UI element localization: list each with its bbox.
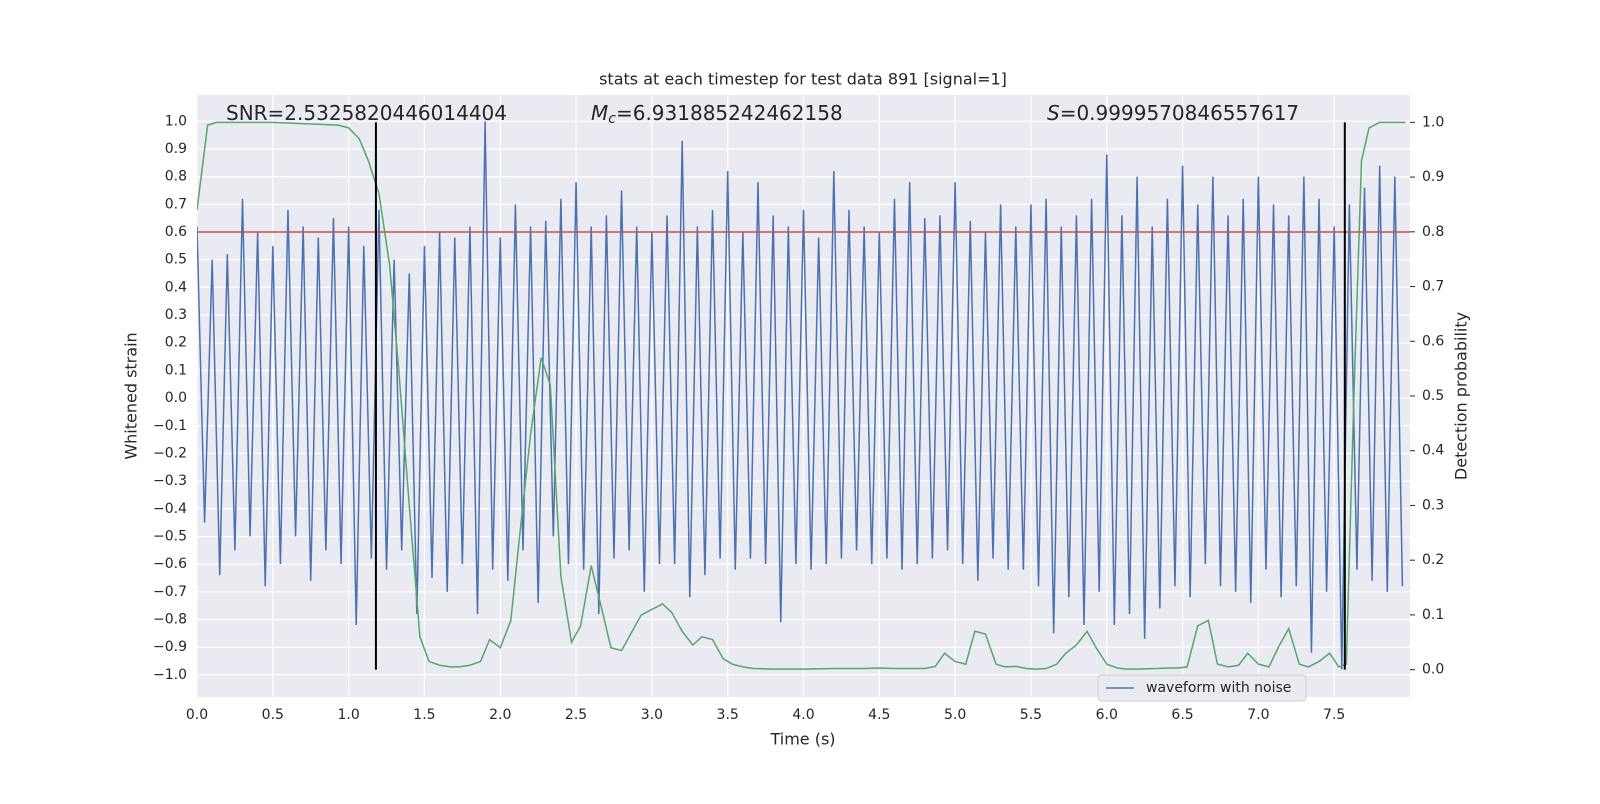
annotation-text: =0.9999570846557617: [1060, 101, 1299, 125]
y-tick-label: 0.4: [165, 279, 187, 295]
y2-tick-label: 0.3: [1422, 497, 1444, 513]
legend-box: [1097, 674, 1307, 702]
x-tick-label: 7.5: [1323, 707, 1345, 723]
x-tick-label: 4.5: [868, 707, 890, 723]
x-tick-label: 2.0: [489, 707, 511, 723]
series-line: [197, 121, 1406, 670]
legend: waveform with noise: [1097, 674, 1307, 702]
chart-title: stats at each timestep for test data 891…: [599, 70, 1007, 89]
y-tick-label: −0.4: [153, 501, 187, 517]
annotation: S=0.9999570846557617: [1047, 101, 1299, 125]
y2-tick-label: 0.7: [1422, 279, 1444, 295]
y2-tick-label: 0.8: [1422, 224, 1444, 240]
x-tick-label: 4.0: [792, 707, 814, 723]
x-axis-label: Time (s): [769, 730, 835, 749]
x-tick-label: 6.5: [1171, 707, 1193, 723]
annotation-text: SNR=2.5325820446014404: [226, 101, 507, 125]
y2-tick-label: 0.0: [1422, 662, 1444, 678]
x-tick-label: 6.0: [1096, 707, 1118, 723]
y-tick-label: −0.1: [153, 418, 187, 434]
annotation: Mc=6.931885242462158: [591, 101, 843, 128]
x-tick-label: 3.0: [641, 707, 663, 723]
y-tick-label: 0.8: [165, 169, 187, 185]
annotation-symbol: M: [591, 101, 608, 125]
x-tick-label: 5.0: [944, 707, 966, 723]
y2-tick-label: 0.4: [1422, 443, 1444, 459]
x-tick-label: 1.5: [413, 707, 435, 723]
annotation-text: =6.931885242462158: [616, 101, 843, 125]
x-tick-label: 3.5: [717, 707, 739, 723]
legend-label: waveform with noise: [1146, 680, 1291, 696]
x-tick-label: 0.5: [262, 707, 284, 723]
y-tick-label: −0.5: [153, 528, 187, 544]
y-tick-label: −0.3: [153, 473, 187, 489]
annotation-subscript: c: [608, 111, 616, 127]
y2-axis-label: Detection probability: [1452, 312, 1471, 480]
x-tick-label: 0.0: [186, 707, 208, 723]
y-tick-label: 1.0: [165, 113, 187, 129]
y-axis-label: Whitened strain: [122, 332, 141, 459]
y-tick-label: −0.8: [153, 612, 187, 628]
x-tick-label: 2.5: [565, 707, 587, 723]
y-tick-label: 0.9: [165, 141, 187, 157]
x-tick-label: 5.5: [1020, 707, 1042, 723]
y2-tick-label: 0.9: [1422, 169, 1444, 185]
x-tick-label: 1.0: [337, 707, 359, 723]
y-tick-label: 0.2: [165, 335, 187, 351]
y2-tick-label: 0.2: [1422, 552, 1444, 568]
y-tick-label: −1.0: [153, 667, 187, 683]
y2-tick-label: 1.0: [1422, 114, 1444, 130]
x-tick-label: 7.0: [1247, 707, 1269, 723]
annotation-symbol: S: [1047, 101, 1060, 125]
y-tick-label: 0.5: [165, 252, 187, 268]
y-tick-label: −0.7: [153, 584, 187, 600]
annotation: SNR=2.5325820446014404: [226, 101, 507, 125]
y-tick-label: −0.9: [153, 639, 187, 655]
y-tick-label: 0.7: [165, 196, 187, 212]
y-tick-label: −0.2: [153, 445, 187, 461]
y2-tick-label: 0.6: [1422, 333, 1444, 349]
y-tick-label: 0.0: [165, 390, 187, 406]
series-line: [197, 121, 1404, 670]
y2-tick-label: 0.5: [1422, 388, 1444, 404]
y-tick-label: 0.6: [165, 224, 187, 240]
y-tick-label: 0.3: [165, 307, 187, 323]
y-tick-label: 0.1: [165, 362, 187, 378]
y2-tick-label: 0.1: [1422, 607, 1444, 623]
y-tick-label: −0.6: [153, 556, 187, 572]
